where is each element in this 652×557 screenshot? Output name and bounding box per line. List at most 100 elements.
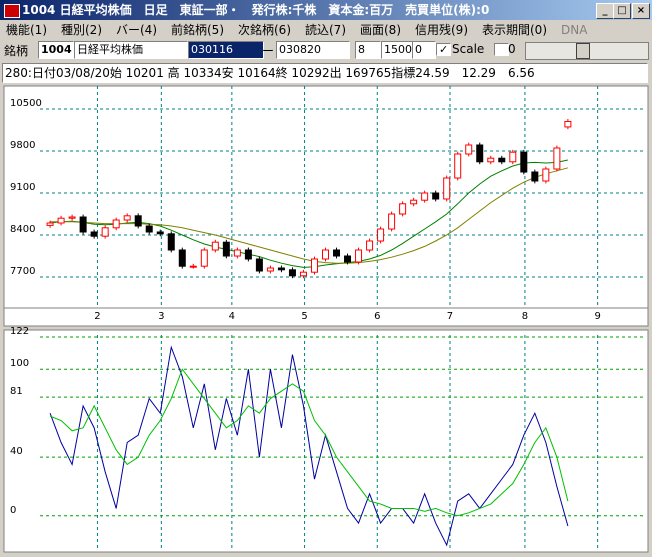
field: 0 — [508, 42, 516, 56]
candle-body — [178, 249, 186, 267]
y-tick-label: 9800 — [10, 140, 35, 151]
y-tick-label: 0 — [10, 505, 16, 516]
candle-body — [377, 228, 385, 242]
candle-body — [553, 147, 561, 170]
candle-body — [167, 233, 175, 251]
scrollbar[interactable] — [525, 42, 649, 60]
x-tick-label: 8 — [522, 311, 528, 322]
toolbar: 銘柄 1004 日経平均株価 030116 ー 030820 8 1500 0 … — [0, 40, 652, 60]
title-bar: 1004 日経平均株価 日足 東証一部・ 発行株:千株 資本金:百万 売買単位(… — [0, 0, 652, 20]
close[interactable]: × — [632, 3, 650, 19]
y-tick-label: 40 — [10, 446, 23, 457]
candle-body — [68, 216, 76, 219]
candle-body — [564, 120, 572, 128]
x-tick-label: 6 — [374, 311, 380, 322]
candle-body — [520, 151, 528, 173]
label: 銘柄 — [4, 44, 29, 58]
candle-body — [410, 199, 418, 205]
series-line — [49, 368, 569, 517]
info-line: 280:日付03/08/20始 10201 高 10334安 10164終 10… — [2, 63, 648, 83]
y-tick-label: 81 — [10, 386, 23, 397]
scroll-thumb[interactable] — [576, 43, 590, 59]
menu-item[interactable]: 種別(2) — [61, 23, 102, 37]
app-icon — [4, 4, 20, 18]
y-tick-label: 7700 — [10, 266, 35, 277]
candle-body — [112, 219, 120, 229]
field[interactable]: 0 — [412, 41, 436, 59]
code-field[interactable]: 1004 — [38, 41, 74, 59]
candle-body — [145, 225, 153, 233]
candle-body — [310, 258, 318, 273]
candle-body — [299, 271, 307, 277]
candle-body — [333, 249, 341, 257]
candle-body — [509, 151, 517, 163]
candle-body — [233, 249, 241, 257]
candle-body — [355, 249, 363, 263]
candle-body — [542, 168, 550, 182]
menu-item[interactable]: 画面(8) — [360, 23, 401, 37]
y-tick-label: 10500 — [10, 98, 42, 109]
y-tick-label: 100 — [10, 358, 29, 369]
price-panel — [3, 85, 649, 327]
scale-label: Scale — [452, 42, 485, 56]
candle-body — [57, 217, 65, 224]
candle-body — [498, 157, 506, 163]
candle-body — [432, 192, 440, 200]
checkbox[interactable]: ✓ — [436, 43, 451, 56]
menu-item[interactable]: 信用残(9) — [415, 23, 468, 37]
candle-body — [79, 216, 87, 233]
menu-item[interactable]: 次銘柄(6) — [238, 23, 291, 37]
menu-item[interactable]: 表示期間(0) — [482, 23, 547, 37]
field[interactable]: 8 — [355, 41, 381, 59]
candle-body — [123, 215, 131, 221]
series-line — [49, 345, 569, 547]
candle-body — [443, 177, 451, 200]
indicator-panel — [3, 329, 649, 553]
candle-body — [266, 267, 274, 272]
y-tick-label: 9100 — [10, 182, 35, 193]
candle-body — [399, 203, 407, 215]
candle-body — [487, 157, 495, 163]
x-tick-label: 9 — [594, 311, 600, 322]
candle-body — [531, 171, 539, 182]
menu-item[interactable]: DNA — [561, 23, 588, 37]
minimize[interactable]: _ — [596, 3, 614, 19]
menu-item[interactable]: バー(4) — [116, 23, 157, 37]
candle-body — [101, 227, 109, 237]
candle-body — [465, 144, 473, 155]
menu-item[interactable]: 機能(1) — [6, 23, 47, 37]
x-tick-label: 7 — [447, 311, 453, 322]
candle-body — [156, 231, 164, 235]
candle-body — [476, 144, 484, 163]
from-date[interactable]: 030116 — [188, 41, 264, 59]
candle-body — [388, 213, 396, 230]
dash: ー — [262, 44, 275, 58]
menu-item[interactable]: 前銘柄(5) — [171, 23, 224, 37]
x-tick-label: 4 — [229, 311, 235, 322]
checkbox[interactable] — [494, 43, 509, 56]
window-title: 1004 日経平均株価 日足 東証一部・ 発行株:千株 資本金:百万 売買単位(… — [22, 3, 490, 17]
candle-body — [200, 249, 208, 267]
candle-body — [90, 231, 98, 237]
candle-body — [277, 267, 285, 271]
y-tick-label: 8400 — [10, 224, 35, 235]
x-tick-label: 5 — [301, 311, 307, 322]
candle-body — [244, 249, 252, 260]
candle-body — [322, 249, 329, 260]
x-tick-label: 2 — [94, 311, 100, 322]
to-date[interactable]: 030820 — [276, 41, 350, 59]
menu-item[interactable]: 読込(7) — [305, 23, 346, 37]
candle-body — [134, 215, 142, 227]
candle-body — [344, 255, 352, 263]
candle-body — [288, 269, 296, 277]
candle-body — [255, 258, 263, 272]
x-tick-label: 3 — [158, 311, 164, 322]
candle-body — [222, 241, 230, 257]
candle-body — [211, 241, 219, 251]
field[interactable]: 1500 — [381, 41, 415, 59]
name-field[interactable]: 日経平均株価 — [74, 41, 188, 59]
candle-body — [46, 222, 54, 226]
maximize[interactable]: □ — [613, 3, 631, 19]
candle-body — [189, 265, 197, 268]
